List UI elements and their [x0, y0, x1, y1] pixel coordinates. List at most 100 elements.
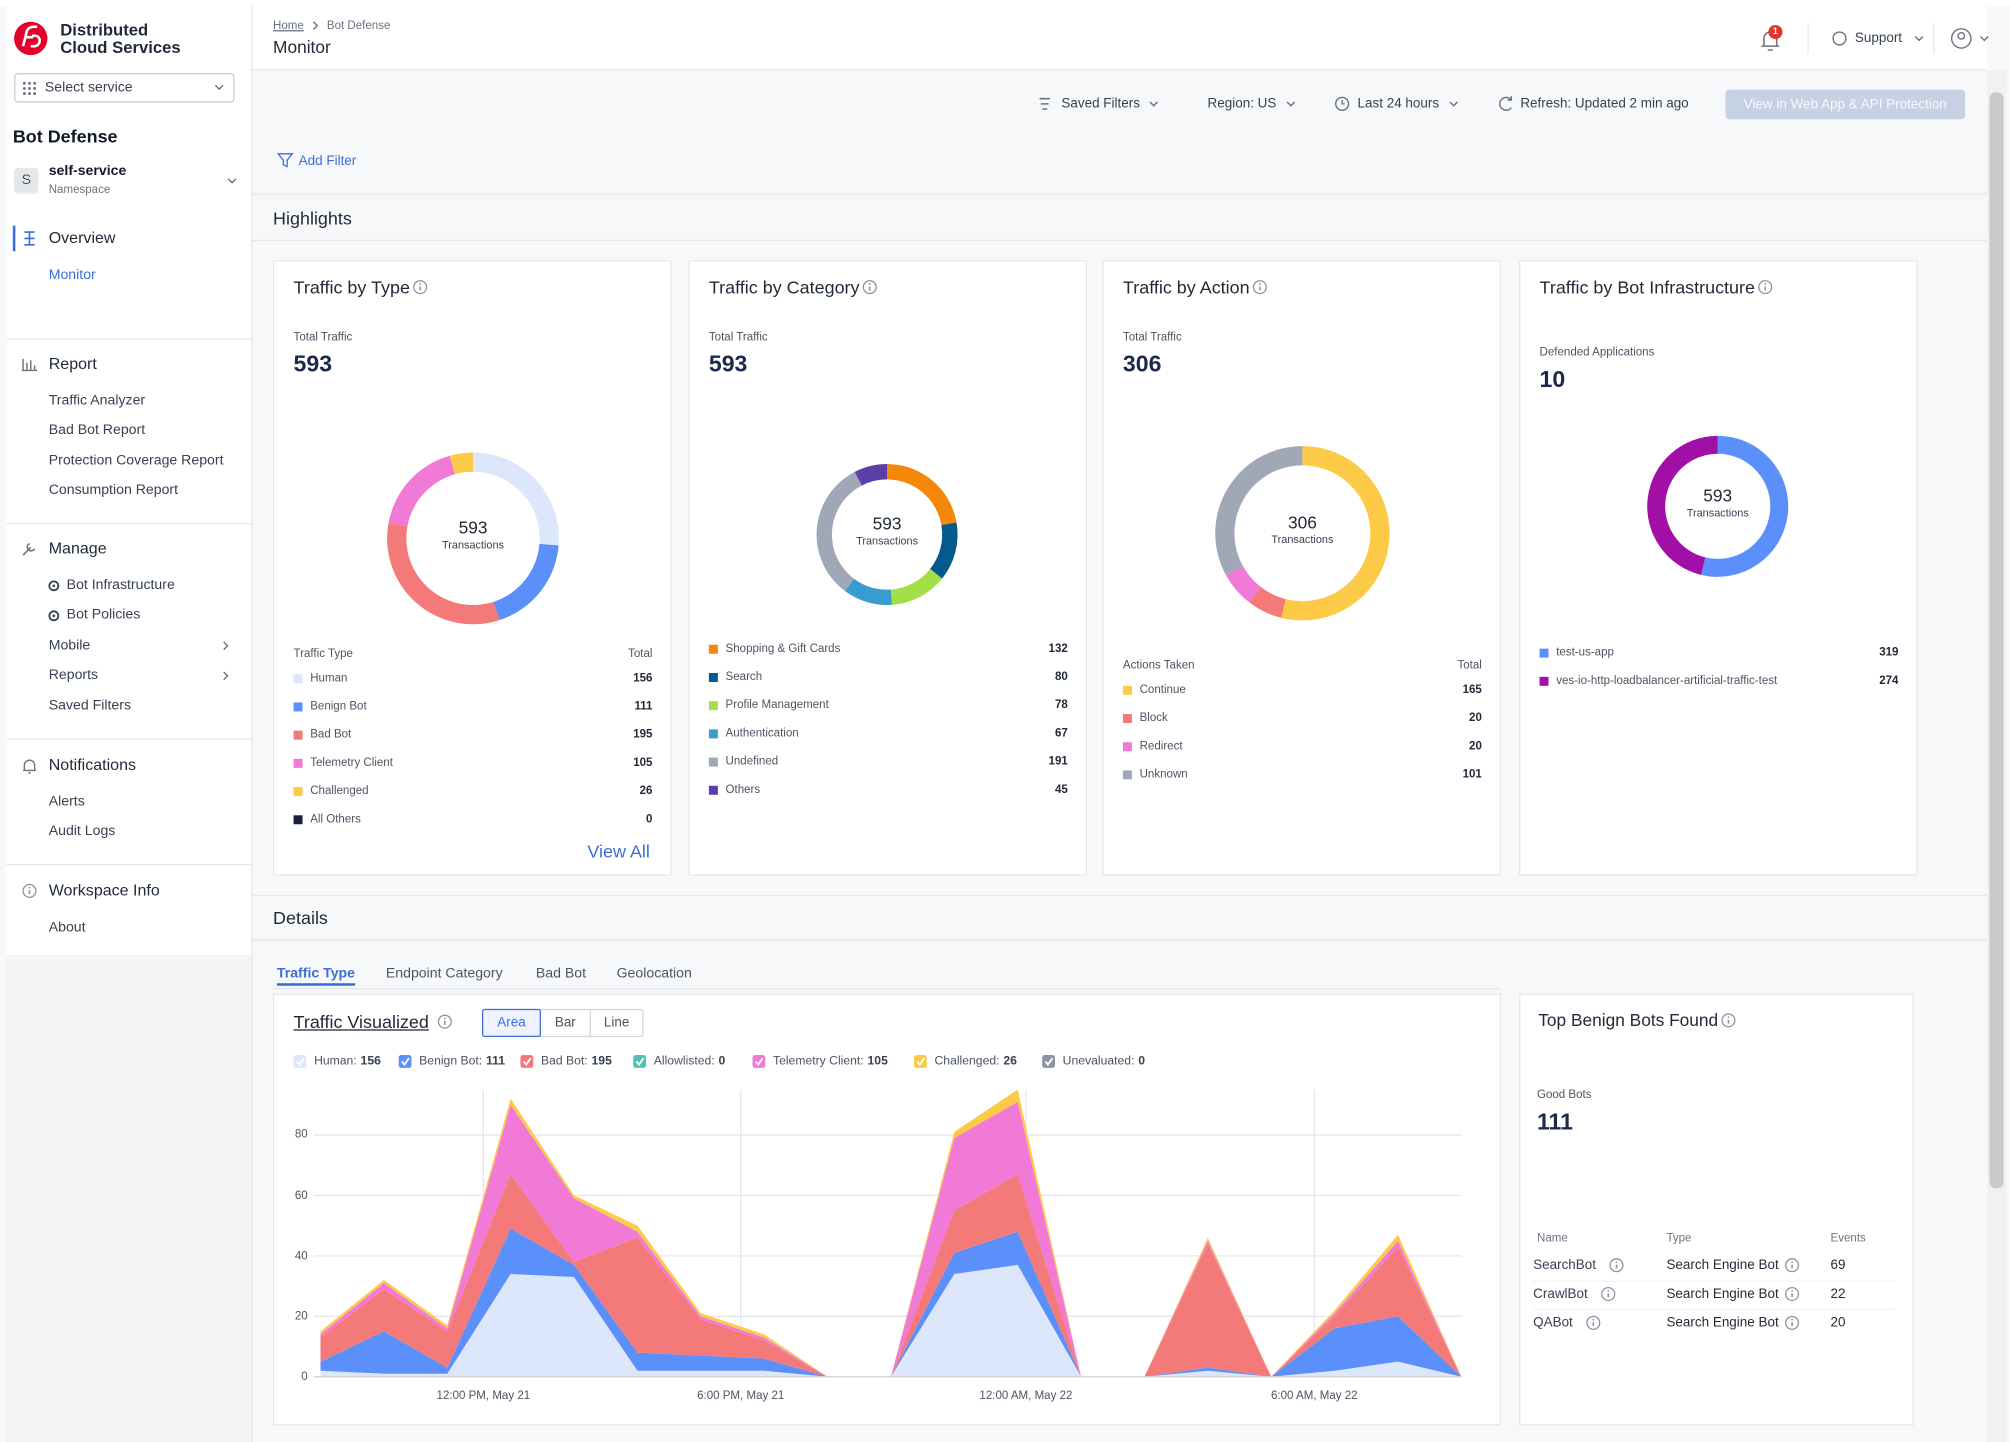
label[interactable]: Last 24 hours	[1357, 95, 1440, 112]
checkmark	[522, 1057, 532, 1067]
button-label: View in Web App & API Protection	[1743, 96, 1947, 112]
donut-segment	[1647, 435, 1718, 575]
divider	[1807, 23, 1809, 54]
nav-item[interactable]: Saved Filters	[48, 697, 132, 713]
view-toggle-option[interactable]: Line	[603, 1014, 630, 1031]
nav-item[interactable]: Protection Coverage Report	[48, 452, 224, 469]
tab-underline	[276, 983, 356, 986]
legend-label: test-us-app	[1556, 645, 1614, 659]
divider	[1933, 23, 1935, 54]
label[interactable]: Saved Filters	[1061, 95, 1140, 112]
info-icon	[22, 883, 37, 898]
section-title: Bot Defense	[12, 125, 118, 147]
nav-item[interactable]: Bot Policies	[66, 607, 141, 623]
namespace-avatar	[14, 167, 39, 194]
legend-label: Unknown	[1139, 767, 1188, 781]
chevron-down	[214, 84, 224, 91]
legend-header: Actions Taken	[1122, 658, 1195, 672]
label[interactable]: Region: US	[1207, 95, 1277, 112]
x-tick-label: 6:00 AM, May 22	[1271, 1388, 1358, 1402]
nav-item[interactable]: Bot Infrastructure	[66, 577, 175, 593]
donut-center-label: Transactions	[442, 538, 505, 551]
legend-label: Human:	[314, 1054, 357, 1069]
avatar-icon	[1957, 31, 1966, 40]
info-icon	[1791, 1318, 1793, 1321]
donut-segment	[844, 578, 892, 606]
legend-value: 20	[1469, 710, 1482, 724]
info-icon	[868, 283, 871, 285]
card	[273, 260, 672, 876]
area-series	[320, 1174, 1462, 1377]
legend-swatch	[1122, 713, 1132, 723]
tab[interactable]: Bad Bot	[535, 965, 587, 982]
legend-swatch	[293, 758, 303, 768]
tab[interactable]: Traffic Type	[276, 965, 356, 982]
table-header: Type	[1666, 1231, 1692, 1245]
legend-value: 165	[1462, 682, 1482, 696]
legend-label: Block	[1139, 710, 1168, 724]
label: Defended Applications	[1539, 345, 1655, 359]
legend-value: 156	[360, 1054, 381, 1069]
nav-item[interactable]: Consumption Report	[48, 482, 179, 499]
legend-value: 195	[633, 727, 653, 741]
legend-label: Shopping & Gift Cards	[725, 641, 841, 655]
nav-item[interactable]: Audit Logs	[48, 824, 116, 840]
nav-item[interactable]: About	[48, 919, 86, 936]
checkmark	[1044, 1057, 1054, 1067]
add-filter[interactable]: Add Filter	[298, 153, 357, 169]
legend-swatch	[1122, 685, 1132, 695]
table-cell: Search Engine Bot	[1666, 1257, 1779, 1273]
donut-center-label: Transactions	[856, 534, 919, 548]
metric-value: 593	[708, 351, 748, 377]
filter-icon	[276, 153, 294, 168]
gear-icon	[52, 584, 56, 588]
label[interactable]: Support	[1854, 30, 1903, 46]
metric-value: 111	[1536, 1108, 1573, 1135]
label: Select service	[44, 80, 133, 96]
info-icon	[1258, 283, 1261, 285]
donut-center-label: Transactions	[1686, 506, 1749, 519]
nav-item[interactable]: Monitor	[48, 267, 96, 283]
info-icon	[1609, 1258, 1624, 1273]
legend-value: 45	[1054, 782, 1068, 796]
y-tick-label: 0	[301, 1369, 308, 1383]
metric-value: 593	[293, 351, 333, 377]
apps-icon	[33, 87, 37, 90]
table-cell: 20	[1830, 1314, 1846, 1331]
breadcrumb[interactable]: Home	[273, 18, 304, 32]
view-toggle-option[interactable]: Area	[497, 1014, 526, 1031]
view-all-link[interactable]: View All	[587, 840, 650, 862]
service-select[interactable]	[14, 73, 235, 103]
legend-swatch	[293, 786, 303, 796]
apps-icon	[28, 92, 31, 95]
gear-icon	[52, 614, 56, 618]
nav-group: Overview	[48, 229, 116, 248]
tab[interactable]: Geolocation	[616, 965, 692, 982]
nav-item[interactable]: Mobile	[48, 637, 91, 653]
legend-swatch	[708, 728, 718, 738]
info-icon	[437, 1014, 452, 1029]
donut-segment	[816, 471, 862, 592]
clock-icon	[1341, 99, 1345, 105]
label[interactable]: Refresh: Updated 2 min ago	[1520, 95, 1689, 112]
view-toggle-option[interactable]: Bar	[554, 1014, 576, 1031]
nav-item[interactable]: Bad Bot Report	[48, 422, 146, 439]
badge-count: 1	[1772, 27, 1778, 37]
donut-segment	[449, 452, 474, 475]
legend-label: Telemetry Client	[310, 755, 393, 769]
nav-group: Report	[48, 354, 97, 373]
legend-value: 274	[1879, 673, 1899, 687]
donut-segment	[1281, 446, 1390, 621]
tab[interactable]: Endpoint Category	[385, 965, 503, 982]
x-tick-label: 12:00 AM, May 22	[979, 1388, 1073, 1402]
nav-item[interactable]: Traffic Analyzer	[48, 392, 146, 409]
nav-item[interactable]: Alerts	[48, 794, 85, 810]
logo	[14, 21, 48, 56]
apps-icon	[28, 81, 31, 85]
apps-icon	[22, 92, 26, 95]
legend-swatch	[708, 700, 718, 710]
nav-group: Manage	[48, 539, 107, 558]
filter-icon	[1039, 97, 1050, 110]
nav-item[interactable]: Reports	[48, 667, 99, 683]
card	[688, 260, 1088, 876]
